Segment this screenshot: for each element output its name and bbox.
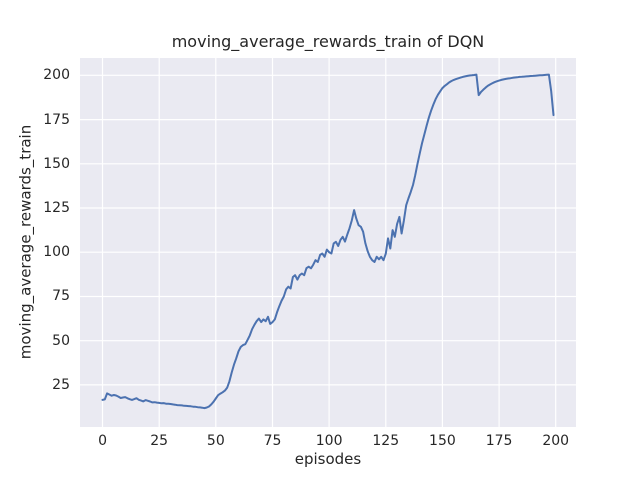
x-tick-label: 25 [150, 433, 169, 449]
x-tick-label: 100 [315, 433, 343, 449]
y-tick-label: 75 [52, 288, 70, 305]
y-tick-label: 125 [43, 200, 70, 216]
plot-svg [80, 58, 576, 427]
x-tick-label: 75 [263, 433, 282, 449]
reward-line [101, 73, 555, 410]
x-tick-label: 175 [485, 433, 513, 449]
y-tick-label: 50 [52, 332, 70, 349]
x-tick-label: 125 [372, 433, 400, 449]
y-tick-label: 175 [43, 111, 70, 128]
y-tick-label: 100 [43, 244, 70, 261]
y-tick-label: 150 [43, 155, 70, 172]
y-tick-label: 200 [43, 67, 70, 84]
gridlines [80, 58, 576, 427]
x-tick-label: 0 [98, 433, 107, 449]
plot-area [80, 58, 576, 427]
chart-title: moving_average_rewards_train of DQN [171, 32, 485, 51]
y-tick-label: 25 [52, 376, 70, 393]
x-tick-label: 150 [429, 433, 456, 449]
y-axis-label: moving_average_rewards_train [16, 124, 35, 360]
x-axis-label: episodes [294, 450, 362, 468]
x-tick-label: 200 [542, 433, 570, 449]
x-tick-label: 50 [206, 433, 225, 449]
